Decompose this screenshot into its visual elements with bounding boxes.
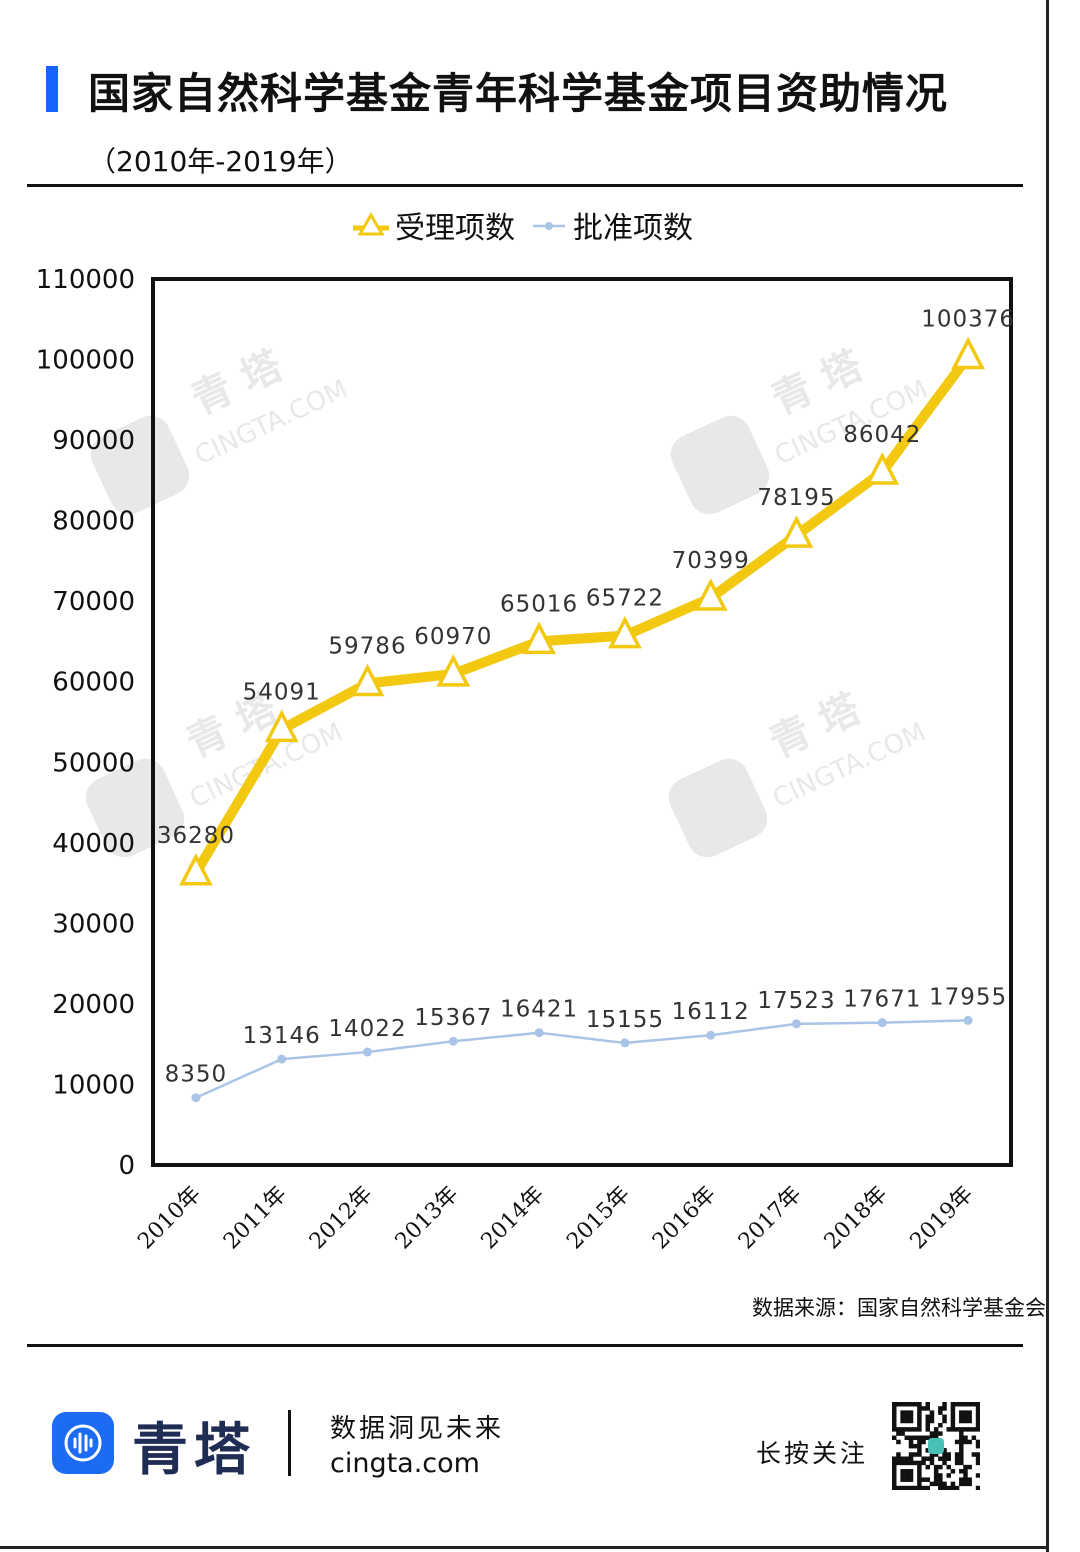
data-point-approved [706,1030,716,1040]
series-line-applied [190,351,974,878]
data-label-approved: 14022 [328,1016,406,1042]
y-tick-label: 100000 [36,346,135,376]
watermark-logo-icon [670,415,770,515]
series-line-approved [195,1019,969,1099]
data-label-applied: 65722 [586,586,664,612]
data-point-applied [179,852,213,886]
footer-brand-name: 青塔 [132,1417,256,1483]
y-tick-label: 110000 [36,265,135,295]
data-label-approved: 13146 [243,1023,321,1049]
watermark-logo-icon [85,758,185,858]
y-tick-label: 20000 [52,990,135,1020]
footer-follow-text: 长按关注 [756,1439,869,1468]
data-source-note: 数据来源：国家自然科学基金会 [752,1296,1046,1320]
chart-legend: 受理项数 批准项数 [0,200,1046,250]
data-label-approved: 16112 [672,999,750,1025]
data-point-applied [693,578,728,611]
data-point-applied [350,663,385,697]
triangle-line-legend-icon [353,212,389,236]
data-point-approved [363,1047,372,1057]
watermark-logo-icon [90,415,190,515]
data-point-approved [963,1015,973,1025]
x-tick-label: 2011年 [219,1182,292,1255]
data-label-applied: 36280 [157,823,235,849]
footer-divider [288,1410,291,1476]
data-point-applied [951,336,985,370]
data-label-approved: 17671 [843,987,921,1013]
data-label-approved: 17523 [757,988,835,1014]
data-point-applied [865,452,900,485]
y-tick-label: 60000 [52,668,135,698]
y-tick-label: 80000 [52,507,135,537]
legend-label-approved: 批准项数 [573,211,693,246]
x-tick-label: 2016年 [648,1182,721,1255]
data-point-approved [792,1019,801,1029]
data-label-applied: 65016 [500,591,578,617]
y-tick-label: 90000 [52,426,135,456]
data-label-applied: 54091 [243,679,321,705]
data-point-approved [877,1018,887,1028]
footer-slogan: 数据洞见未来 [330,1414,505,1444]
y-tick-label: 10000 [52,1070,135,1100]
brand-logo-icon [52,1412,114,1474]
frame-border-right [1046,0,1049,1552]
y-tick-label: 40000 [52,829,135,859]
watermark-logo-icon [668,758,768,858]
data-point-applied [264,709,299,743]
data-label-applied: 60970 [414,624,492,650]
footer-url[interactable]: cingta.com [330,1448,480,1479]
frame-border-bottom [0,1546,1049,1549]
legend-label-applied: 受理项数 [395,211,515,246]
x-tick-label: 2010年 [133,1182,206,1255]
data-point-approved [191,1093,201,1103]
data-point-approved [534,1028,544,1038]
data-label-approved: 15367 [414,1005,492,1031]
x-tick-label: 2012年 [305,1182,378,1255]
data-point-applied [608,615,642,649]
legend-item-approved: 批准项数 [531,203,693,247]
divider-bottom [27,1344,1023,1347]
y-tick-label: 0 [118,1151,135,1181]
soundwave-icon [64,1424,102,1462]
data-point-approved [277,1054,287,1064]
dot-line-legend-icon [533,222,565,230]
x-tick-label: 2018年 [820,1182,893,1255]
data-label-applied: 59786 [328,633,406,659]
data-label-applied: 70399 [672,548,750,574]
y-tick-label: 70000 [52,587,135,617]
data-label-approved: 17955 [929,984,1007,1010]
data-label-applied: 78195 [757,485,835,511]
divider-top [27,184,1023,187]
y-tick-label: 30000 [52,909,135,939]
x-tick-label: 2017年 [734,1182,807,1255]
data-label-approved: 15155 [586,1007,664,1033]
x-tick-label: 2013年 [391,1182,464,1255]
data-point-approved [620,1038,630,1048]
data-point-approved [448,1036,458,1046]
legend-item-applied: 受理项数 [353,203,515,247]
page-title: 国家自然科学基金青年科学基金项目资助情况 [88,69,949,118]
x-tick-label: 2019年 [906,1182,979,1255]
qr-code-icon[interactable] [892,1402,980,1490]
data-label-applied: 100376 [921,307,1015,333]
plot-area-frame [151,277,1013,1167]
data-label-applied: 86042 [843,422,921,448]
data-point-applied [436,654,471,687]
x-tick-label: 2014年 [477,1182,550,1255]
data-label-approved: 8350 [165,1062,228,1088]
data-label-approved: 16421 [500,997,578,1023]
x-tick-label: 2015年 [562,1182,635,1255]
data-point-applied [522,621,556,655]
data-point-applied [779,515,814,548]
title-accent-bar [46,66,58,112]
y-tick-label: 50000 [52,748,135,778]
page-subtitle: （2010年-2019年） [88,145,353,178]
